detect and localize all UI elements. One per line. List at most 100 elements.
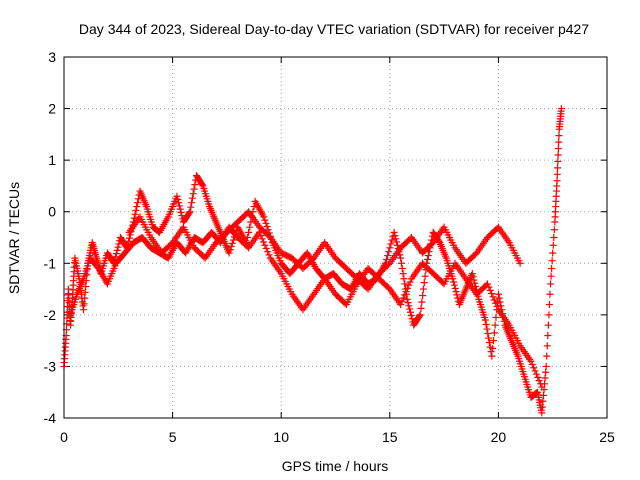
data-point bbox=[134, 199, 142, 207]
data-point bbox=[555, 138, 563, 146]
data-point bbox=[485, 283, 493, 291]
data-point bbox=[416, 311, 424, 319]
data-point bbox=[553, 170, 561, 178]
data-point bbox=[544, 331, 552, 339]
data-point bbox=[489, 344, 497, 352]
data-point bbox=[113, 246, 121, 254]
data-point bbox=[112, 250, 120, 258]
data-point bbox=[262, 244, 270, 252]
data-point bbox=[493, 302, 501, 310]
data-point bbox=[398, 297, 406, 305]
data-point bbox=[400, 275, 408, 283]
data-point bbox=[198, 181, 206, 189]
data-point bbox=[260, 213, 268, 221]
data-point bbox=[547, 280, 555, 288]
data-point bbox=[386, 244, 394, 252]
data-point bbox=[482, 321, 490, 329]
data-point bbox=[554, 151, 562, 159]
data-point bbox=[191, 181, 199, 189]
data-point bbox=[488, 352, 496, 360]
x-axis-label: GPS time / hours bbox=[282, 458, 389, 474]
data-point bbox=[548, 257, 556, 265]
data-point bbox=[419, 292, 427, 300]
data-point bbox=[390, 228, 398, 236]
data-point bbox=[415, 312, 423, 320]
data-point bbox=[470, 276, 478, 284]
data-point bbox=[424, 252, 432, 260]
x-tick-label: 10 bbox=[273, 429, 289, 445]
data-point bbox=[188, 194, 196, 202]
y-axis-label: SDTVAR / TECUs bbox=[6, 182, 22, 294]
data-point bbox=[401, 280, 409, 288]
data-point bbox=[545, 301, 553, 309]
data-point bbox=[133, 203, 141, 211]
data-point bbox=[497, 302, 505, 310]
data-point bbox=[131, 210, 139, 218]
y-tick-label: 3 bbox=[48, 49, 56, 65]
data-point bbox=[485, 334, 493, 342]
data-point bbox=[550, 234, 558, 241]
data-point bbox=[542, 362, 550, 370]
data-point bbox=[486, 286, 494, 294]
data-point bbox=[402, 288, 410, 296]
data-point bbox=[449, 275, 457, 283]
data-point bbox=[469, 273, 477, 281]
data-point bbox=[484, 330, 492, 338]
data-point bbox=[264, 248, 272, 256]
data-point bbox=[549, 241, 557, 249]
data-point bbox=[483, 325, 491, 333]
data-point bbox=[403, 284, 411, 292]
data-point bbox=[261, 241, 269, 249]
data-point bbox=[227, 243, 235, 251]
data-point bbox=[385, 248, 393, 256]
data-point bbox=[393, 238, 401, 246]
data-point bbox=[452, 288, 460, 296]
data-point bbox=[189, 190, 197, 198]
x-tick-label: 0 bbox=[60, 429, 68, 445]
series-track-b bbox=[67, 223, 546, 391]
data-point bbox=[543, 342, 551, 350]
data-point bbox=[403, 295, 411, 303]
data-point bbox=[528, 360, 536, 368]
data-point bbox=[383, 255, 391, 263]
data-point bbox=[407, 312, 415, 320]
data-point bbox=[532, 370, 540, 378]
data-point bbox=[545, 311, 553, 319]
data-point bbox=[490, 337, 498, 345]
data-point bbox=[543, 352, 551, 360]
data-point bbox=[547, 272, 555, 280]
data-point bbox=[549, 249, 557, 257]
data-point bbox=[468, 270, 476, 278]
data-point bbox=[554, 145, 562, 153]
data-point bbox=[481, 316, 489, 324]
data-point bbox=[489, 293, 497, 301]
data-point bbox=[531, 367, 539, 375]
data-point bbox=[450, 278, 458, 286]
data-point bbox=[546, 290, 554, 298]
data-point bbox=[392, 235, 400, 243]
data-point bbox=[421, 272, 429, 280]
data-point bbox=[516, 259, 524, 267]
data-point bbox=[450, 281, 458, 289]
data-point bbox=[491, 321, 499, 329]
data-points bbox=[60, 105, 565, 417]
data-point bbox=[263, 223, 271, 231]
data-point bbox=[398, 264, 406, 272]
x-tick-label: 25 bbox=[599, 429, 615, 445]
data-point bbox=[397, 254, 405, 262]
data-point bbox=[246, 223, 254, 231]
data-point bbox=[226, 246, 234, 254]
data-point bbox=[471, 279, 479, 287]
data-point bbox=[496, 298, 504, 306]
data-point bbox=[399, 294, 407, 302]
data-point bbox=[265, 251, 273, 259]
data-point bbox=[495, 294, 503, 302]
x-tick-label: 20 bbox=[491, 429, 507, 445]
y-tick-label: 1 bbox=[48, 152, 56, 168]
data-point bbox=[388, 236, 396, 244]
data-point bbox=[260, 238, 268, 246]
data-point bbox=[544, 321, 552, 329]
data-point bbox=[530, 364, 538, 372]
grid bbox=[63, 56, 608, 419]
